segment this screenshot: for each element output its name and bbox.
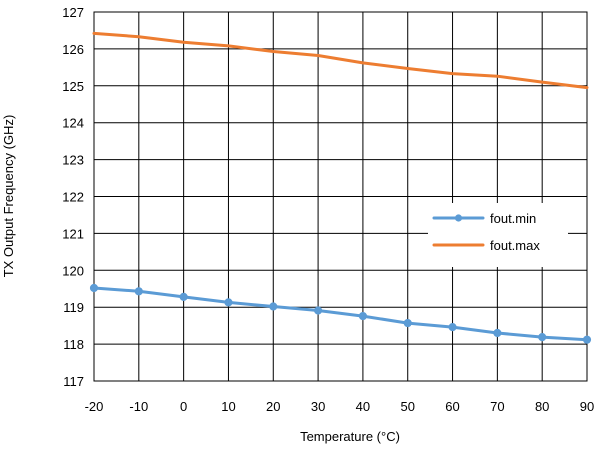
y-axis-title: TX Output Frequency (GHz)	[1, 115, 16, 278]
y-tick-label: 124	[62, 116, 84, 131]
data-point-fout-min	[403, 318, 412, 328]
x-tick-labels: -20 -10 0 10 20 30 40 50 60 70 80 90	[85, 399, 595, 414]
x-tick-label: 40	[356, 399, 370, 414]
x-tick-label: 0	[180, 399, 187, 414]
data-point-fout-min	[358, 311, 368, 321]
legend: fout.min fout.max	[428, 203, 568, 267]
legend-label-fout-max: fout.max	[490, 238, 540, 253]
x-tick-label: -10	[129, 399, 148, 414]
y-tick-label: 123	[62, 153, 84, 168]
plot-area-border	[93, 11, 588, 382]
x-tick-label: 20	[266, 399, 280, 414]
series-line-fout-max	[92, 31, 589, 90]
legend-label-fout-min: fout.min	[490, 211, 536, 226]
x-tick-label: 50	[400, 399, 414, 414]
x-tick-label: 60	[445, 399, 459, 414]
x-tick-label: -20	[85, 399, 104, 414]
legend-marker-fout-min	[454, 214, 463, 222]
data-point-fout-min	[448, 323, 457, 332]
y-tick-label: 127	[62, 5, 84, 20]
data-point-fout-min	[269, 302, 278, 311]
y-tick-label: 122	[62, 190, 84, 205]
x-tick-label: 70	[490, 399, 504, 414]
x-axis-title: Temperature (°C)	[300, 429, 400, 444]
data-point-fout-min	[134, 287, 143, 296]
data-point-fout-min	[493, 328, 502, 338]
x-tick-label: 80	[535, 399, 549, 414]
data-point-fout-min	[224, 298, 233, 307]
data-point-fout-min	[582, 335, 592, 344]
data-point-fout-min	[538, 332, 547, 342]
x-tick-label: 30	[311, 399, 325, 414]
y-tick-label: 119	[63, 300, 84, 315]
y-tick-label: 125	[62, 79, 84, 94]
y-tick-label: 117	[63, 374, 84, 389]
y-tick-labels: 117 118 119 120 121 122 123 124 125 126 127	[62, 5, 84, 389]
y-tick-label: 120	[62, 263, 84, 278]
x-tick-label: 90	[580, 399, 594, 414]
data-point-fout-min	[179, 292, 188, 301]
series-group	[89, 31, 592, 344]
y-tick-label: 118	[63, 337, 84, 352]
x-tick-label: 10	[221, 399, 235, 414]
y-tick-label: 121	[62, 226, 84, 241]
series-line-fout-min	[92, 286, 589, 342]
plot-frame	[93, 11, 588, 382]
data-point-fout-min	[89, 283, 99, 293]
y-tick-label: 126	[62, 42, 84, 57]
legend-background	[428, 203, 568, 267]
data-point-fout-min	[313, 306, 323, 315]
